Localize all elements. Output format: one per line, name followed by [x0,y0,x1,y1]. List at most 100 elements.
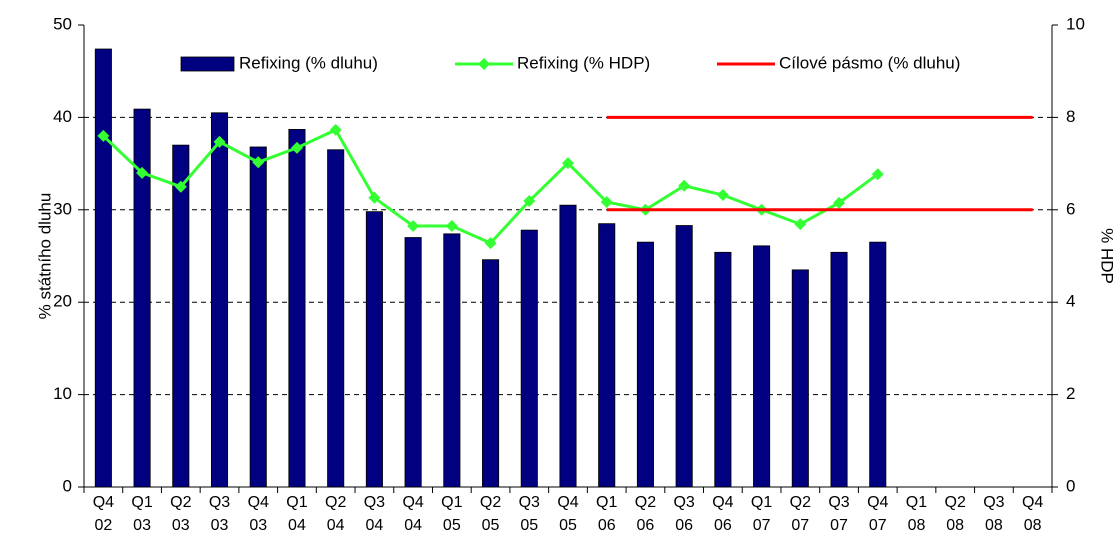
x-tick-label-box: Q1 05 [441,494,463,534]
x-tick-label-box: Q4 03 [247,494,269,534]
x-tick-label-box: Q3 07 [828,494,850,534]
x-tick-label: Q2 07 [789,494,811,534]
x-tick-label-box: Q1 07 [750,494,773,534]
bar [791,269,809,488]
bar [133,108,151,488]
x-tick-label-box: Q3 08 [983,494,1005,534]
marker [407,219,420,232]
bar [830,251,848,488]
bar [753,245,771,488]
bar [636,241,654,488]
x-tick-label: Q3 06 [673,494,695,534]
bar [714,251,732,488]
y-axis-label: % státního dluhu [35,193,54,320]
y-tick-label: 50 [53,14,72,33]
marker [716,189,729,202]
x-tick-label: Q1 06 [596,494,618,534]
x-tick-label: Q3 07 [828,494,850,534]
marker [600,195,613,208]
x-tick-label: Q1 08 [905,494,928,534]
y2-tick-label: 0 [1066,476,1075,495]
bar [559,204,577,488]
y2-tick-label: 8 [1066,107,1075,126]
x-tick-label: Q4 06 [712,494,734,534]
x-tick-label-box: Q2 06 [634,494,657,534]
x-tick-label-box: Q4 04 [402,494,424,534]
marker [136,166,149,179]
bar [94,48,112,488]
marker [523,195,536,208]
x-tick-label-box: Q2 05 [480,494,501,534]
x-tick-label: Q4 04 [402,494,424,534]
x-tick-label-box: Q2 07 [789,494,811,534]
x-tick-label-box: Q3 06 [673,494,695,534]
marker [213,135,226,148]
x-tick-label: Q1 03 [131,494,153,534]
marker [329,123,342,136]
y-tick-label: 20 [53,292,72,311]
legend-label: Cílové pásmo (% dluhu) [779,53,960,72]
legend-label: Refixing (% HDP) [517,53,650,72]
x-tick-label: Q2 03 [170,494,192,534]
bar [598,223,616,488]
bar [172,144,190,488]
y2-tick-label: 10 [1066,14,1085,33]
legend-marker [478,58,490,70]
x-tick-label-box: Q4 06 [712,494,734,534]
legend-label: Refixing (% dluhu) [239,53,378,72]
bar [210,112,229,488]
bar [327,149,345,488]
x-tick-label-box: Q2 08 [944,494,966,534]
marker [794,218,807,231]
x-tick-label: Q3 08 [983,494,1005,534]
x-tick-label: Q4 05 [557,494,579,534]
x-tick-label-box: Q3 05 [518,494,540,534]
x-tick-label-box: Q4 07 [867,494,888,534]
marker [252,156,265,169]
marker [368,191,381,204]
x-tick-label-box: Q2 03 [170,494,192,534]
x-tick-label-box: Q2 04 [325,494,346,534]
x-tick-label-box: Q1 03 [131,494,153,534]
x-tick-label-box: Q1 04 [286,494,308,534]
y-tick-label: 0 [63,476,72,495]
bar [520,229,538,488]
x-tick-label: Q2 08 [944,494,966,534]
x-tick-label-box: Q4 08 [1021,494,1044,534]
bar [443,233,461,488]
y2-axis-label: % HDP [1098,228,1117,284]
y2-tick-label: 2 [1066,384,1075,403]
x-tick-label-box: Q4 02 [92,494,115,534]
x-tick-label: Q2 06 [634,494,657,534]
legend-swatch [180,56,235,72]
bar [675,225,693,488]
bar [249,146,267,488]
marker [871,168,884,181]
marker [290,141,303,154]
x-tick-label: Q3 05 [518,494,540,534]
y2-tick-label: 4 [1066,292,1075,311]
bar [482,259,500,488]
y2-tick-label: 6 [1066,199,1075,218]
marker [97,129,110,142]
marker [678,179,691,192]
x-tick-label: Q4 08 [1021,494,1044,534]
marker [174,180,187,193]
marker [445,219,458,232]
x-tick-label-box: Q3 04 [363,494,386,534]
marker [484,237,497,250]
bar [288,129,306,488]
marker [833,196,846,209]
x-tick-label: Q4 03 [247,494,269,534]
x-tick-label: Q1 04 [286,494,308,534]
x-tick-label: Q4 02 [92,494,115,534]
x-tick-label-box: Q4 05 [557,494,579,534]
x-tick-label: Q1 07 [750,494,773,534]
y-tick-label: 40 [53,107,72,126]
x-tick-label: Q1 05 [441,494,463,534]
x-tick-label-box: Q1 06 [596,494,618,534]
x-tick-label-box: Q1 08 [905,494,928,534]
bar [365,211,383,488]
x-tick-label: Q3 04 [363,494,386,534]
x-tick-label-box: Q3 03 [209,494,230,534]
